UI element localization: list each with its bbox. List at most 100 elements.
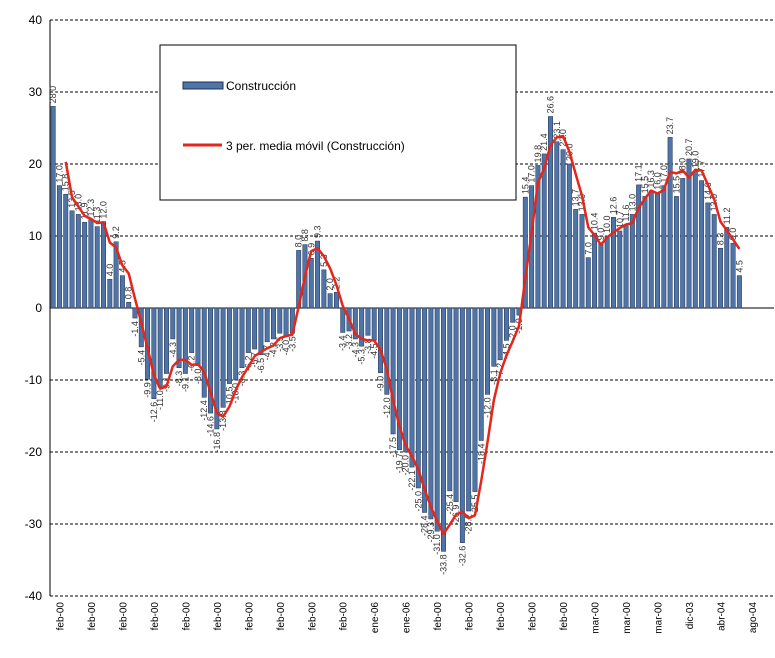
bar xyxy=(359,307,365,347)
bar xyxy=(736,275,742,309)
legend-label: Construcción xyxy=(226,79,296,93)
x-tick-label: feb-00 xyxy=(339,602,350,631)
value-label: 17.0 xyxy=(54,165,64,183)
value-label: -8.0 xyxy=(193,369,203,385)
bar xyxy=(63,193,69,309)
bar xyxy=(252,307,258,350)
bar xyxy=(195,307,201,366)
x-tick-label: feb-00 xyxy=(559,602,570,631)
value-label: 13.0 xyxy=(627,194,637,212)
bar xyxy=(705,202,711,309)
bar xyxy=(119,275,125,309)
legend: Construcción 3 per. media móvil (Constru… xyxy=(159,44,517,201)
bar xyxy=(598,242,604,309)
value-label: 4.0 xyxy=(105,264,115,277)
bar xyxy=(604,235,610,309)
value-label: 13.0 xyxy=(73,194,83,212)
bar xyxy=(415,307,421,489)
bar xyxy=(680,178,686,309)
value-label: 9.3 xyxy=(313,226,323,239)
bar xyxy=(82,222,88,309)
value-label: 16.3 xyxy=(646,170,656,188)
value-label: 2.0 xyxy=(325,278,335,291)
value-label: -9.1 xyxy=(180,377,190,393)
bar xyxy=(447,307,453,492)
bar xyxy=(233,307,239,381)
value-label: 6.9 xyxy=(306,243,316,256)
value-label: -28.4 xyxy=(420,515,430,536)
value-label: -5.3 xyxy=(357,349,367,365)
bar xyxy=(327,293,333,309)
x-tick-label: dic-03 xyxy=(685,602,696,630)
bar xyxy=(617,230,623,309)
bar xyxy=(510,307,516,323)
x-tick-label: feb-00 xyxy=(496,602,507,631)
value-label: 11.6 xyxy=(621,205,631,222)
value-label: -32.6 xyxy=(457,546,467,567)
bar xyxy=(208,307,213,414)
bar xyxy=(554,141,560,309)
bar xyxy=(264,307,270,343)
bar xyxy=(245,307,251,353)
bar xyxy=(201,307,207,398)
legend-label: 3 per. media móvil (Construcción) xyxy=(226,139,405,153)
value-label: 17.7 xyxy=(697,160,707,178)
value-label: -9.9 xyxy=(143,382,153,398)
y-tick-label: 0 xyxy=(35,301,42,315)
bar xyxy=(623,224,629,309)
bar xyxy=(189,307,195,353)
bar xyxy=(271,307,276,340)
value-label: 15.5 xyxy=(671,176,681,194)
bar xyxy=(226,307,232,384)
value-label: 15.5 xyxy=(640,176,650,194)
bar xyxy=(459,307,465,543)
value-label: -4.3 xyxy=(268,342,278,358)
x-tick-label: abr-04 xyxy=(716,602,727,631)
value-label: -25.5 xyxy=(470,495,480,516)
bar xyxy=(522,196,528,309)
bar xyxy=(132,307,138,319)
value-label: -17.5 xyxy=(388,437,398,458)
value-label: 9.2 xyxy=(111,226,121,239)
value-label: 18.0 xyxy=(678,158,688,176)
value-label: -8.1 xyxy=(489,369,499,385)
value-label: 17.1 xyxy=(634,164,644,182)
value-label: -9.0 xyxy=(376,376,386,392)
line xyxy=(64,134,741,536)
bar xyxy=(107,278,113,309)
bar xyxy=(573,209,579,309)
bar xyxy=(673,196,679,309)
value-label: -4.0 xyxy=(281,340,291,356)
value-label: 12.0 xyxy=(99,201,109,219)
x-tick-label: feb-00 xyxy=(433,602,444,631)
value-label: 8.8 xyxy=(300,229,310,242)
value-label: 5.3 xyxy=(319,254,329,267)
value-label: 15.4 xyxy=(520,177,530,195)
bar xyxy=(365,307,371,336)
bar xyxy=(503,307,509,341)
bar xyxy=(491,307,497,367)
value-label: -12.0 xyxy=(483,397,493,418)
value-label: -16.8 xyxy=(212,432,222,453)
value-label: -4.7 xyxy=(262,345,272,361)
bar xyxy=(308,258,314,309)
value-label: 17.0 xyxy=(659,165,669,183)
value-label: -6.5 xyxy=(256,358,266,374)
value-label: -33.8 xyxy=(438,554,448,575)
bar xyxy=(428,307,434,520)
value-label: 11.2 xyxy=(722,208,732,225)
bar xyxy=(283,307,289,338)
x-tick-label: ene-06 xyxy=(370,602,381,634)
value-label: -12.0 xyxy=(382,397,392,418)
value-label: -3.4 xyxy=(338,335,348,351)
bar xyxy=(636,184,642,309)
value-label: 13.7 xyxy=(571,189,581,207)
bar xyxy=(88,219,94,309)
value-label: 9.0 xyxy=(728,228,738,241)
x-tick-label: feb-00 xyxy=(465,602,476,631)
bar xyxy=(661,185,667,309)
bar xyxy=(157,307,163,388)
bar xyxy=(239,307,245,369)
value-label: -12.4 xyxy=(199,400,209,421)
value-label: -4.5 xyxy=(501,343,511,359)
